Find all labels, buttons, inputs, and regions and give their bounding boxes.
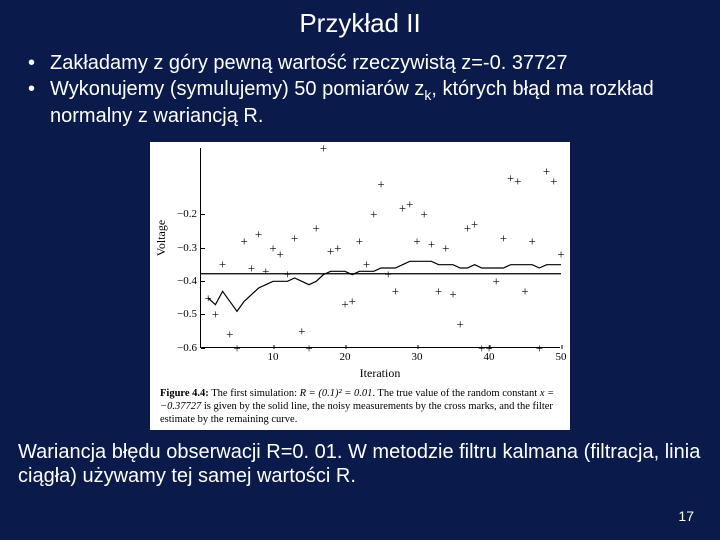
caption-text: The first simulation: [209, 388, 300, 399]
chart-container: Voltage −0.6−0.5−0.4−0.3−0.21020304050++… [150, 142, 570, 430]
data-point: + [370, 208, 377, 221]
data-point: + [392, 285, 399, 298]
data-point: + [385, 268, 392, 281]
data-point: + [262, 265, 269, 278]
data-point: + [421, 208, 428, 221]
data-point: + [205, 291, 212, 304]
scatter-plot: −0.6−0.5−0.4−0.3−0.21020304050++++++++++… [200, 148, 560, 348]
bullet-item: • Wykonujemy (symulujemy) 50 pomiarów zk… [28, 77, 692, 128]
bullet-text: Zakładamy z góry pewną wartość rzeczywis… [50, 51, 692, 75]
data-point: + [363, 258, 370, 271]
data-point: + [442, 241, 449, 254]
x-tick: 20 [340, 351, 351, 363]
data-point: + [255, 228, 262, 241]
data-point: + [377, 178, 384, 191]
data-point: + [277, 248, 284, 261]
data-point: + [550, 175, 557, 188]
data-point: + [356, 235, 363, 248]
data-point: + [349, 295, 356, 308]
data-point: + [291, 231, 298, 244]
data-point: + [449, 288, 456, 301]
data-point: + [514, 175, 521, 188]
x-tick: 50 [556, 351, 567, 363]
data-point: + [305, 341, 312, 354]
bullet-marker: • [28, 51, 50, 75]
data-point: + [226, 328, 233, 341]
page-number: 17 [678, 508, 694, 524]
data-point: + [313, 221, 320, 234]
data-point: + [298, 325, 305, 338]
caption-eq: R = (0.1)² = 0.01 [300, 388, 373, 399]
x-axis-label: Iteration [200, 366, 560, 381]
x-tick: 10 [268, 351, 279, 363]
data-point: + [320, 141, 327, 154]
x-tick: 30 [412, 351, 423, 363]
data-point: + [500, 231, 507, 244]
data-point: + [334, 241, 341, 254]
data-point: + [471, 218, 478, 231]
data-point: + [428, 238, 435, 251]
caption-text: is given by the solid line, the noisy me… [160, 401, 553, 425]
caption-label: Figure 4.4: [160, 388, 209, 399]
bottom-paragraph: Wariancja błędu obserwacji R=0. 01. W me… [0, 436, 720, 488]
data-point: + [536, 341, 543, 354]
bullet-text: Wykonujemy (symulujemy) 50 pomiarów zk, … [50, 77, 692, 128]
y-tick: −0.6 [163, 342, 197, 354]
data-point: + [241, 235, 248, 248]
data-point: + [284, 268, 291, 281]
figure-caption: Figure 4.4: The first simulation: R = (0… [156, 387, 564, 426]
y-tick: −0.2 [163, 208, 197, 220]
y-tick: −0.4 [163, 275, 197, 287]
data-point: + [485, 341, 492, 354]
data-point: + [557, 248, 564, 261]
y-tick: −0.3 [163, 242, 197, 254]
data-point: + [219, 258, 226, 271]
data-point: + [529, 235, 536, 248]
data-point: + [248, 261, 255, 274]
slide-title: Przykład II [0, 0, 720, 51]
caption-text: . The true value of the random constant [372, 388, 539, 399]
data-point: + [406, 198, 413, 211]
data-point: + [212, 308, 219, 321]
data-point: + [493, 275, 500, 288]
data-point: + [413, 235, 420, 248]
data-point: + [435, 285, 442, 298]
bullet-item: • Zakładamy z góry pewną wartość rzeczyw… [28, 51, 692, 75]
y-tick: −0.5 [163, 308, 197, 320]
bullet-marker: • [28, 77, 50, 128]
bullet-list: • Zakładamy z góry pewną wartość rzeczyw… [0, 51, 720, 138]
data-point: + [233, 341, 240, 354]
data-point: + [521, 285, 528, 298]
data-point: + [457, 318, 464, 331]
